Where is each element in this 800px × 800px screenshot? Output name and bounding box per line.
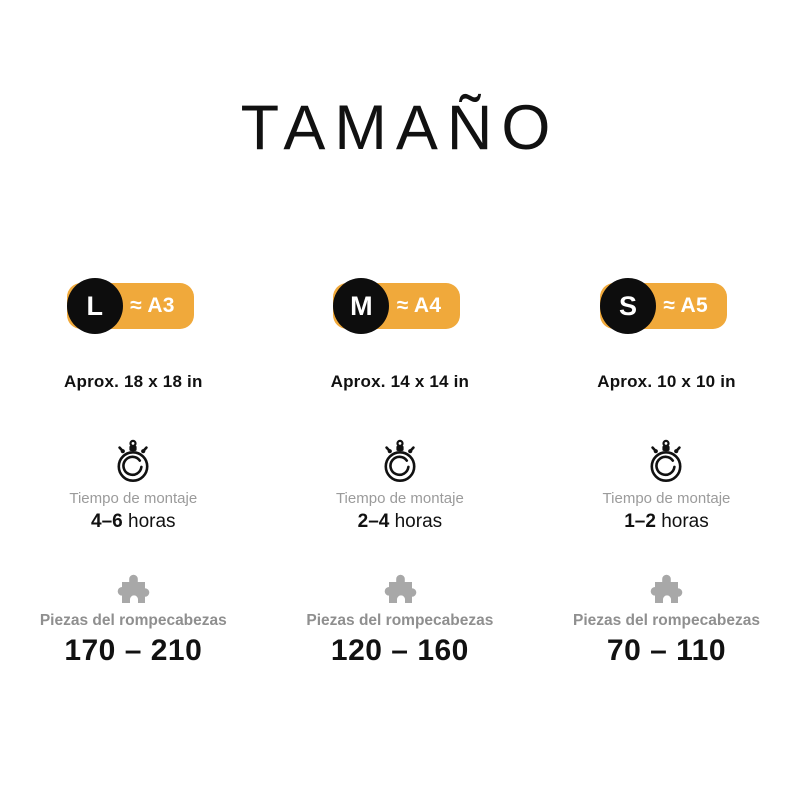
puzzle-piece-icon (117, 574, 150, 603)
pieces-block: Piezas del rompecabezas 120 – 160 (306, 571, 493, 668)
pieces-range: 70 – 110 (606, 634, 727, 667)
size-option-column-m: ≈ A4 M Aprox. 14 x 14 in Tiempo de monta… (267, 278, 534, 668)
puzzle-piece-icon (384, 574, 417, 603)
size-code-label: S (618, 290, 637, 321)
assembly-time-block: Tiempo de montaje 1–2 horas (602, 438, 731, 533)
assembly-time-value: 1–2 horas (624, 511, 709, 533)
size-code-circle: S (599, 278, 656, 334)
size-code-label: M (350, 290, 373, 321)
assembly-time-block: Tiempo de montaje 2–4 horas (336, 438, 464, 533)
assembly-time-unit: horas (394, 511, 443, 532)
size-code-circle: L (66, 278, 123, 334)
size-badge-m[interactable]: ≈ A4 M (333, 278, 461, 334)
pieces-caption: Piezas del rompecabezas (573, 612, 760, 629)
pieces-block: Piezas del rompecabezas 170 – 210 (40, 571, 227, 668)
assembly-time-unit: horas (128, 511, 176, 532)
assembly-time-value: 4–6 horas (91, 511, 176, 533)
size-badge-s[interactable]: ≈ A5 S (599, 278, 727, 334)
size-code-label: L (86, 290, 104, 321)
paper-equivalent-label: ≈ A4 (396, 294, 442, 317)
assembly-time-block: Tiempo de montaje 4–6 horas (69, 438, 197, 533)
assembly-time-range: 2–4 (357, 511, 390, 532)
dimensions-text: Aprox. 10 x 10 in (597, 372, 736, 391)
stopwatch-icon (384, 439, 416, 482)
size-option-column-l: ≈ A3 L Aprox. 18 x 18 in Tiempo de monta… (0, 278, 267, 668)
pieces-range: 120 – 160 (330, 634, 469, 667)
size-options-row: ≈ A3 L Aprox. 18 x 18 in Tiempo de monta… (0, 278, 800, 668)
paper-equivalent-label: ≈ A3 (130, 294, 175, 317)
assembly-time-range: 4–6 (91, 511, 123, 532)
dimensions-text: Aprox. 14 x 14 in (330, 372, 470, 391)
stopwatch-icon (117, 439, 149, 482)
assembly-time-caption: Tiempo de montaje (602, 490, 731, 507)
assembly-time-caption: Tiempo de montaje (335, 490, 464, 507)
size-option-column-s: ≈ A5 S Aprox. 10 x 10 in Tiempo de monta… (533, 278, 800, 668)
page-title: TAMAÑO (240, 93, 560, 163)
assembly-time-caption: Tiempo de montaje (69, 490, 198, 507)
stopwatch-icon (650, 439, 682, 482)
dimensions-text: Aprox. 18 x 18 in (64, 372, 203, 391)
pieces-block: Piezas del rompecabezas 70 – 110 (573, 571, 760, 668)
size-code-circle: M (333, 278, 390, 334)
pieces-caption: Piezas del rompecabezas (39, 612, 227, 629)
size-badge-l[interactable]: ≈ A3 L (66, 278, 194, 334)
pieces-caption: Piezas del rompecabezas (306, 612, 494, 629)
paper-equivalent-label: ≈ A5 (663, 294, 708, 317)
assembly-time-value: 2–4 horas (358, 511, 443, 533)
pieces-range: 170 – 210 (64, 634, 203, 667)
assembly-time-unit: horas (661, 511, 709, 532)
puzzle-piece-icon (651, 574, 683, 603)
assembly-time-range: 1–2 (624, 511, 656, 532)
